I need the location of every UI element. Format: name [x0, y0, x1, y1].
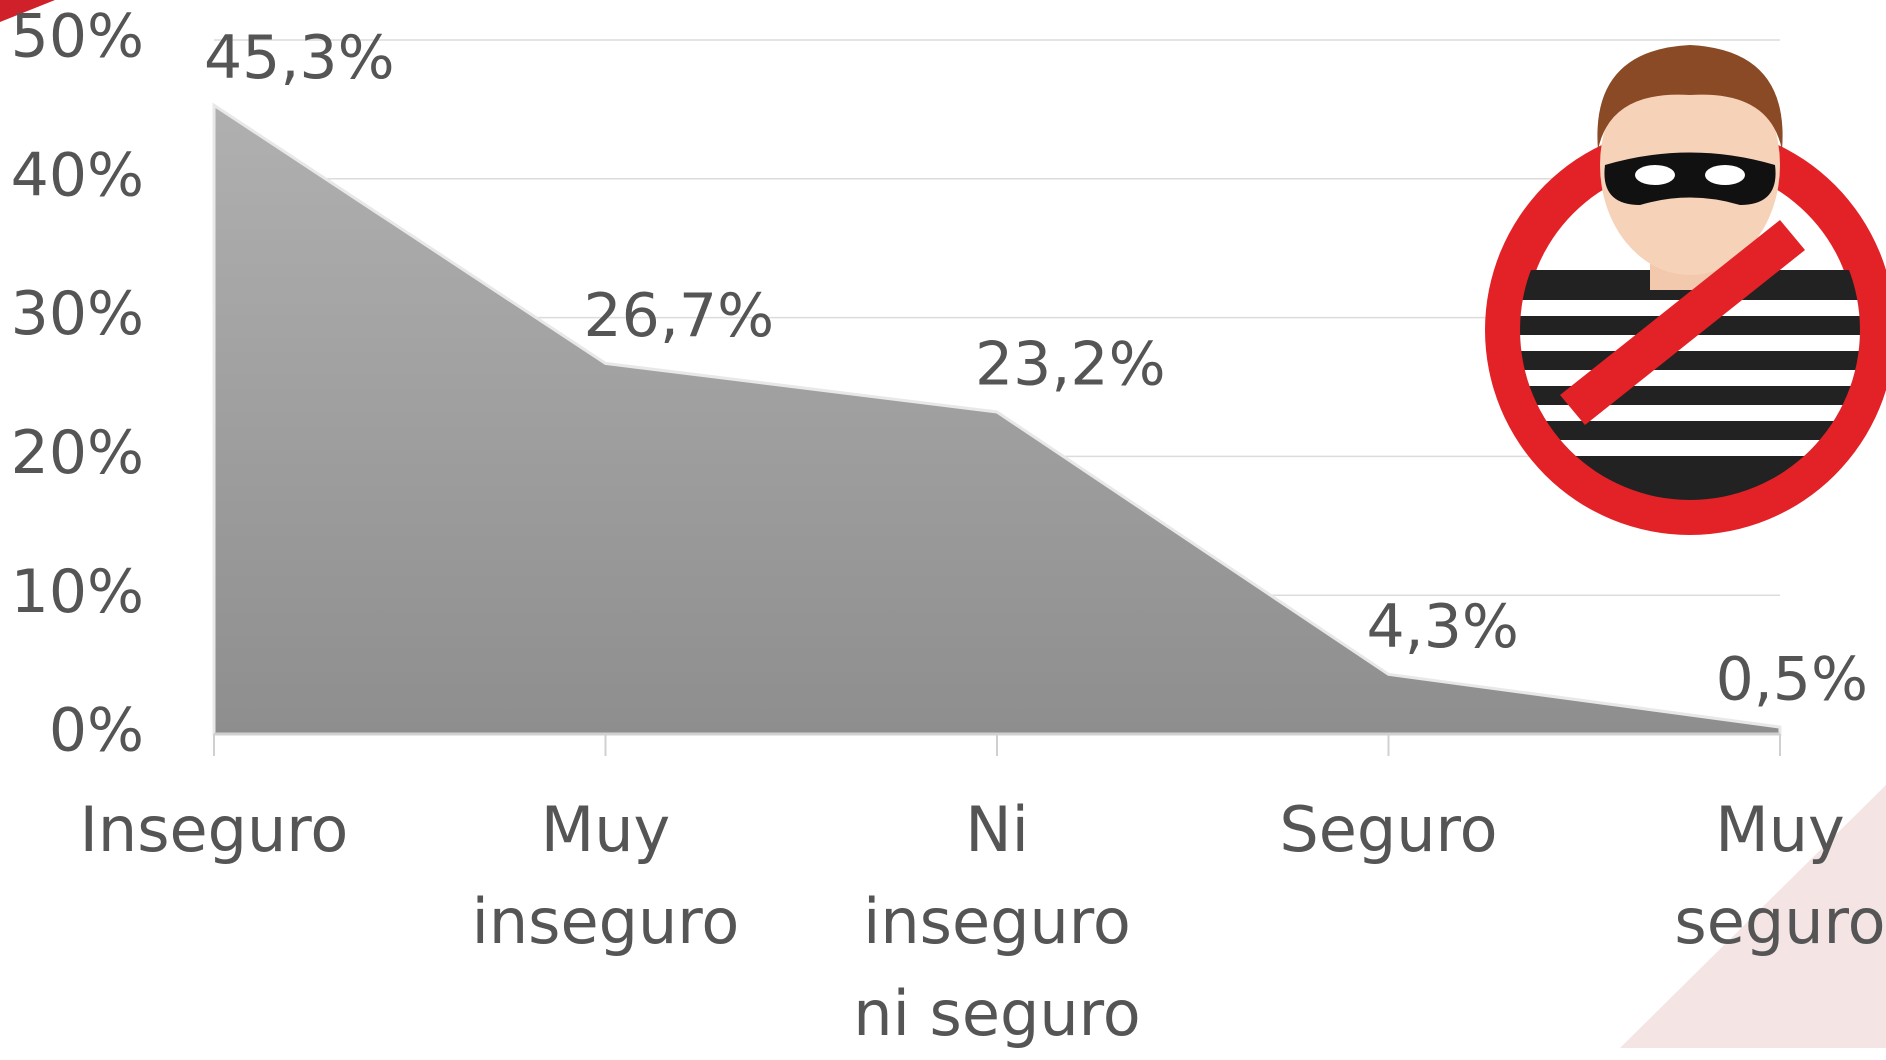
y-tick-label: 30%: [11, 279, 144, 349]
corner-decoration: [1620, 785, 1886, 1048]
data-label: 23,2%: [975, 330, 1166, 400]
x-tick-label: Inseguro: [79, 793, 349, 866]
x-tick-label: Ni inseguro ni seguro: [853, 793, 1141, 1050]
data-label: 45,3%: [204, 23, 395, 93]
y-tick-label: 50%: [11, 2, 144, 72]
y-tick-label: 0%: [49, 696, 144, 766]
data-label: 0,5%: [1716, 645, 1868, 715]
x-tick-label: Seguro: [1279, 793, 1498, 866]
data-label: 26,7%: [584, 281, 775, 351]
x-tick-label: Muy seguro: [1674, 793, 1886, 958]
x-tick-label: Muy inseguro: [471, 793, 740, 958]
corner-decoration: [0, 0, 55, 22]
y-tick-label: 20%: [11, 418, 144, 488]
y-tick-label: 10%: [11, 557, 144, 627]
no-thief-icon: [1485, 45, 1886, 535]
y-tick-label: 40%: [11, 140, 144, 210]
data-label: 4,3%: [1367, 592, 1519, 662]
